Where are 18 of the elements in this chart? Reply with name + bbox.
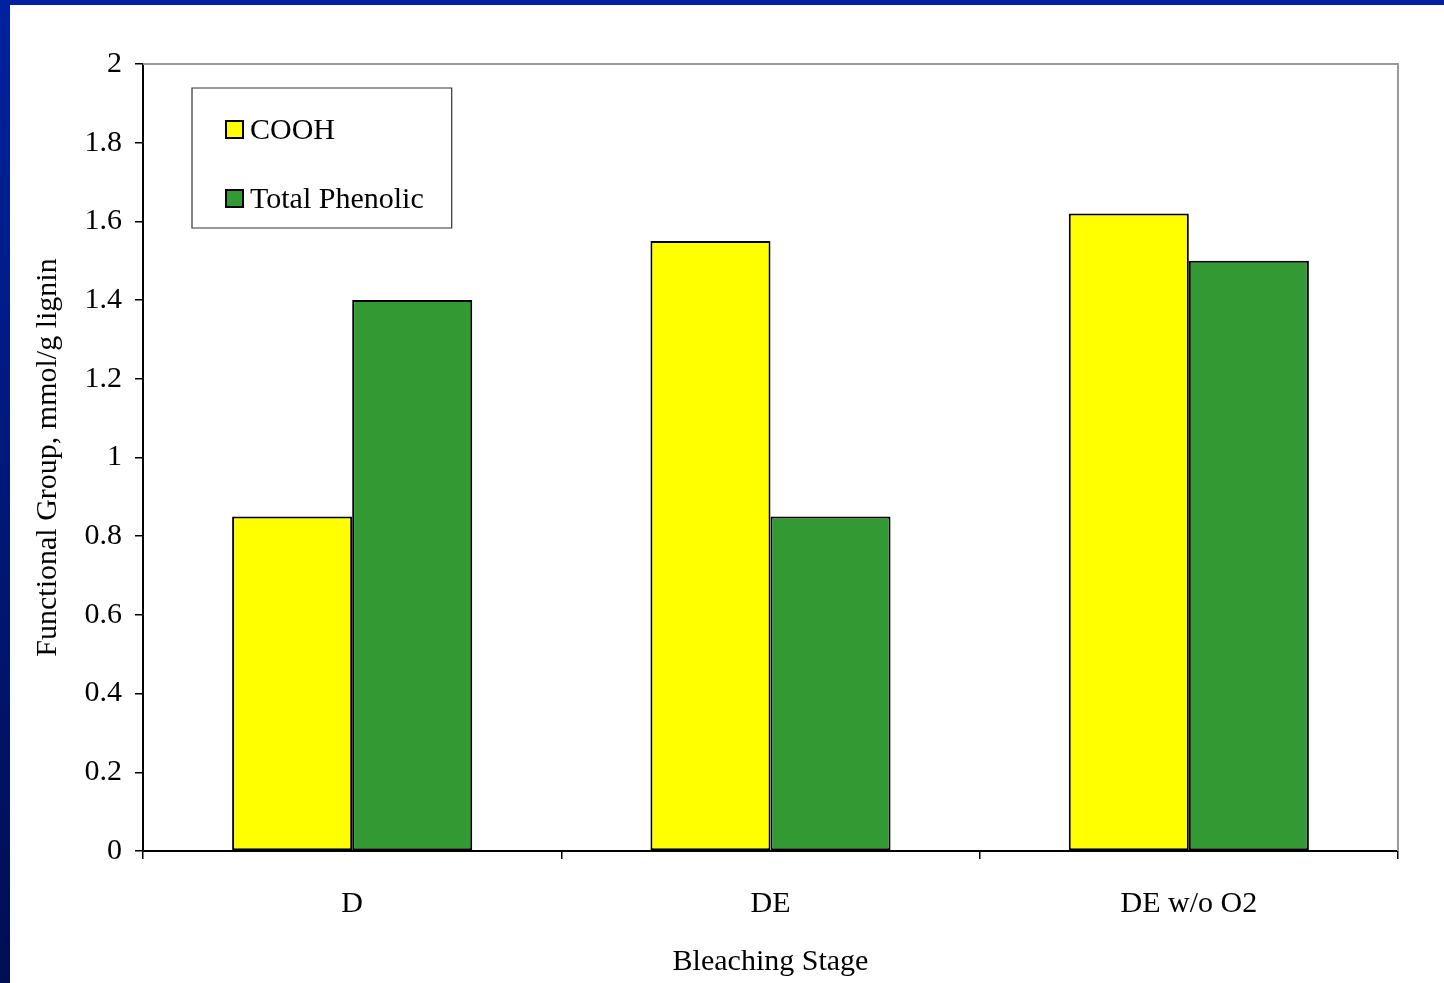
y-axis-title: Functional Group, mmol/g lignin	[28, 258, 62, 657]
y-tick-label: 2	[107, 44, 122, 78]
x-tick-label: D	[341, 884, 363, 918]
y-tick-label: 1.2	[84, 359, 122, 393]
y-tick-label: 1.4	[84, 280, 122, 314]
legend-label: Total Phenolic	[250, 180, 424, 214]
y-tick-label: 0.4	[84, 674, 122, 708]
x-tick-label: DE	[750, 884, 791, 918]
y-tick-label: 0.2	[84, 753, 122, 787]
y-tick-label: 1.6	[84, 202, 122, 236]
legend-label: COOH	[250, 111, 336, 145]
y-tick-label: 0.6	[84, 595, 122, 629]
x-tick-label: DE w/o O2	[1120, 884, 1258, 918]
y-tick-label: 1.8	[84, 123, 122, 157]
x-axis-title: Bleaching Stage	[672, 942, 869, 976]
y-tick-label: 0	[107, 831, 122, 865]
y-tick-label: 1	[107, 438, 122, 472]
y-tick-label: 0.8	[84, 517, 122, 551]
